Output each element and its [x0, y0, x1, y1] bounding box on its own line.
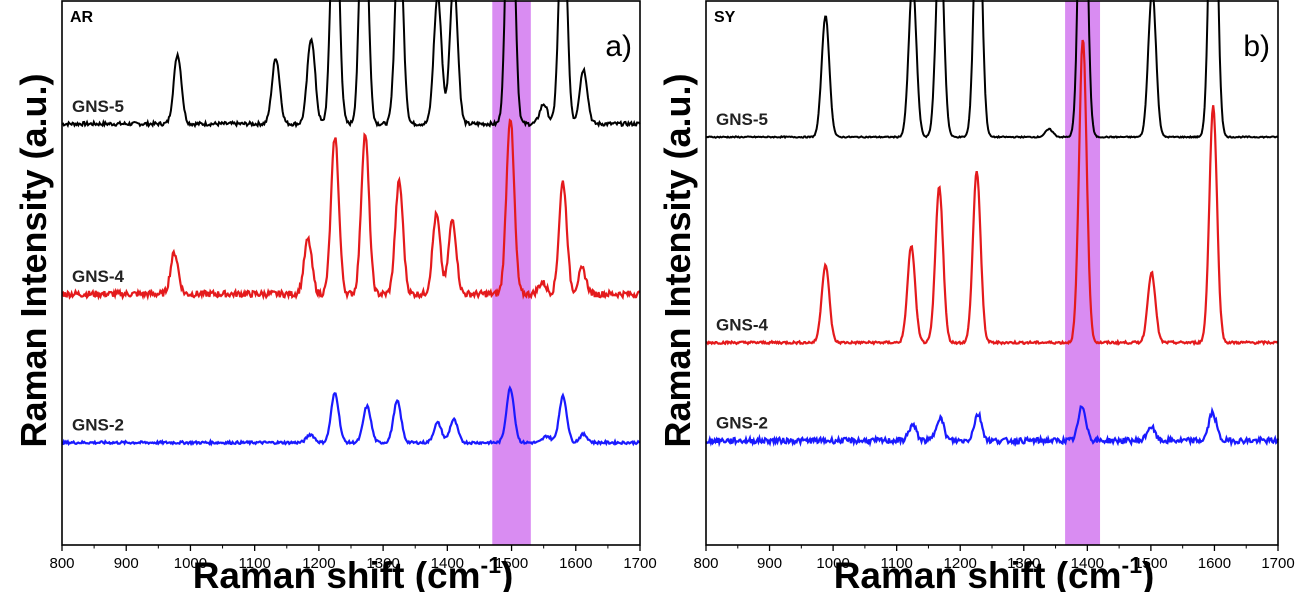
- x-axis-title-main: Raman shift (cm: [193, 555, 481, 592]
- series-label-gns-2: GNS-2: [72, 416, 124, 435]
- x-tick-label: 900: [757, 555, 782, 572]
- plot-frame: [61, 0, 641, 546]
- y-axis-title: Raman Intensity (a.u.): [13, 73, 54, 447]
- x-tick-label: 900: [114, 555, 139, 572]
- x-axis-title-main: Raman shift (cm: [834, 555, 1122, 592]
- series-label-gns-5: GNS-5: [716, 110, 768, 129]
- series-label-gns-5: GNS-5: [72, 97, 124, 116]
- x-tick-label: 1200: [944, 555, 977, 572]
- series-label-gns-4: GNS-4: [716, 316, 769, 335]
- x-axis-title: Raman shift (cm-1): [834, 552, 1155, 592]
- x-tick-label: 1300: [366, 555, 399, 572]
- panel-ar: GNS-5 GNS-4 GNS-2 800 900 1000 1100 1200 1300 140…: [13, 0, 657, 596]
- panel-label: a): [605, 30, 632, 63]
- x-tick-label: 1200: [302, 555, 335, 572]
- x-axis-title-close: ): [1142, 555, 1154, 592]
- plot-frame: [705, 0, 1279, 546]
- series-label-gns-4: GNS-4: [72, 267, 125, 286]
- x-tick-label: 1600: [559, 555, 592, 572]
- x-tick-label: 800: [693, 555, 718, 572]
- panel-label: b): [1243, 30, 1270, 63]
- panel-tag: AR: [70, 9, 94, 26]
- x-tick-label: 1000: [174, 555, 207, 572]
- panel-tag: SY: [714, 9, 736, 26]
- highlight-band: [1065, 1, 1101, 545]
- x-axis-title: Raman shift (cm-1): [193, 552, 514, 592]
- x-tick-label: 1500: [1134, 555, 1167, 572]
- x-tick-label: 1000: [816, 555, 849, 572]
- highlight-band: [492, 1, 531, 545]
- x-axis-title-close: ): [501, 555, 513, 592]
- x-tick-label: 1600: [1198, 555, 1231, 572]
- x-tick-label: 1300: [1007, 555, 1040, 572]
- x-axis-title-sup: -1: [1122, 552, 1143, 578]
- series-label-gns-2: GNS-2: [716, 414, 768, 433]
- x-tick-label: 1100: [881, 555, 913, 572]
- series-line-gns-2: [705, 405, 1280, 448]
- x-tick-label: 1700: [1261, 555, 1294, 572]
- x-tick-label: 1400: [431, 555, 464, 572]
- x-tick-label: 1500: [495, 555, 528, 572]
- series-line-gns-5: [61, 0, 641, 129]
- series-line-gns-5: [705, 0, 1279, 140]
- series-line-gns-4: [61, 118, 641, 301]
- panel-sy: GNS-5 GNS-4 GNS-2 800 900 1000 1100 1200 1300 140…: [657, 0, 1295, 596]
- x-tick-label: 800: [49, 555, 74, 572]
- x-tick-label: 1700: [623, 555, 656, 572]
- x-tick-label: 1400: [1071, 555, 1104, 572]
- y-axis-title: Raman Intensity (a.u.): [657, 73, 698, 447]
- x-tick-label: 1100: [239, 555, 271, 572]
- series-line-gns-4: [705, 39, 1279, 347]
- series-line-gns-2: [61, 385, 640, 447]
- x-axis-title-sup: -1: [481, 552, 502, 578]
